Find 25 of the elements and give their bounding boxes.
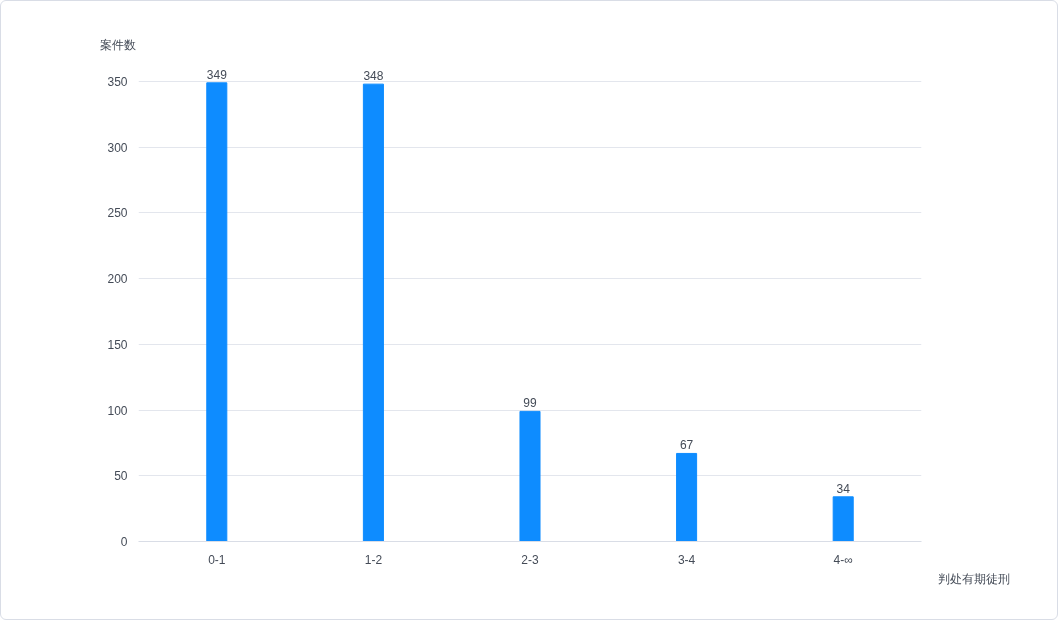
data-label: 348 [363, 69, 384, 84]
x-axis-title: 判处有期徒刑 [937, 571, 1010, 586]
bar [832, 496, 854, 542]
bar [519, 410, 541, 542]
y-tick-label: 250 [107, 206, 128, 221]
bar [362, 83, 384, 542]
y-axis-title: 案件数 [99, 37, 136, 52]
x-tick-label: 1-2 [364, 552, 383, 567]
y-tick-label: 150 [107, 337, 128, 352]
y-tick-label: 0 [120, 535, 128, 549]
bar [206, 82, 228, 542]
y-tick-label: 300 [107, 140, 128, 155]
bar [676, 452, 698, 542]
x-tick-label: 4-∞ [833, 552, 853, 567]
x-tick-label: 0-1 [208, 552, 226, 567]
data-label: 67 [679, 438, 694, 453]
data-label: 34 [836, 481, 851, 496]
x-tick-label: 3-4 [677, 552, 696, 567]
y-tick-label: 100 [107, 403, 128, 418]
data-label: 349 [206, 67, 228, 82]
y-tick-label: 50 [114, 469, 128, 484]
x-tick-label: 2-3 [521, 552, 539, 567]
y-tick-label: 200 [107, 272, 128, 287]
y-tick-label: 350 [107, 75, 128, 89]
data-label: 99 [523, 396, 537, 411]
